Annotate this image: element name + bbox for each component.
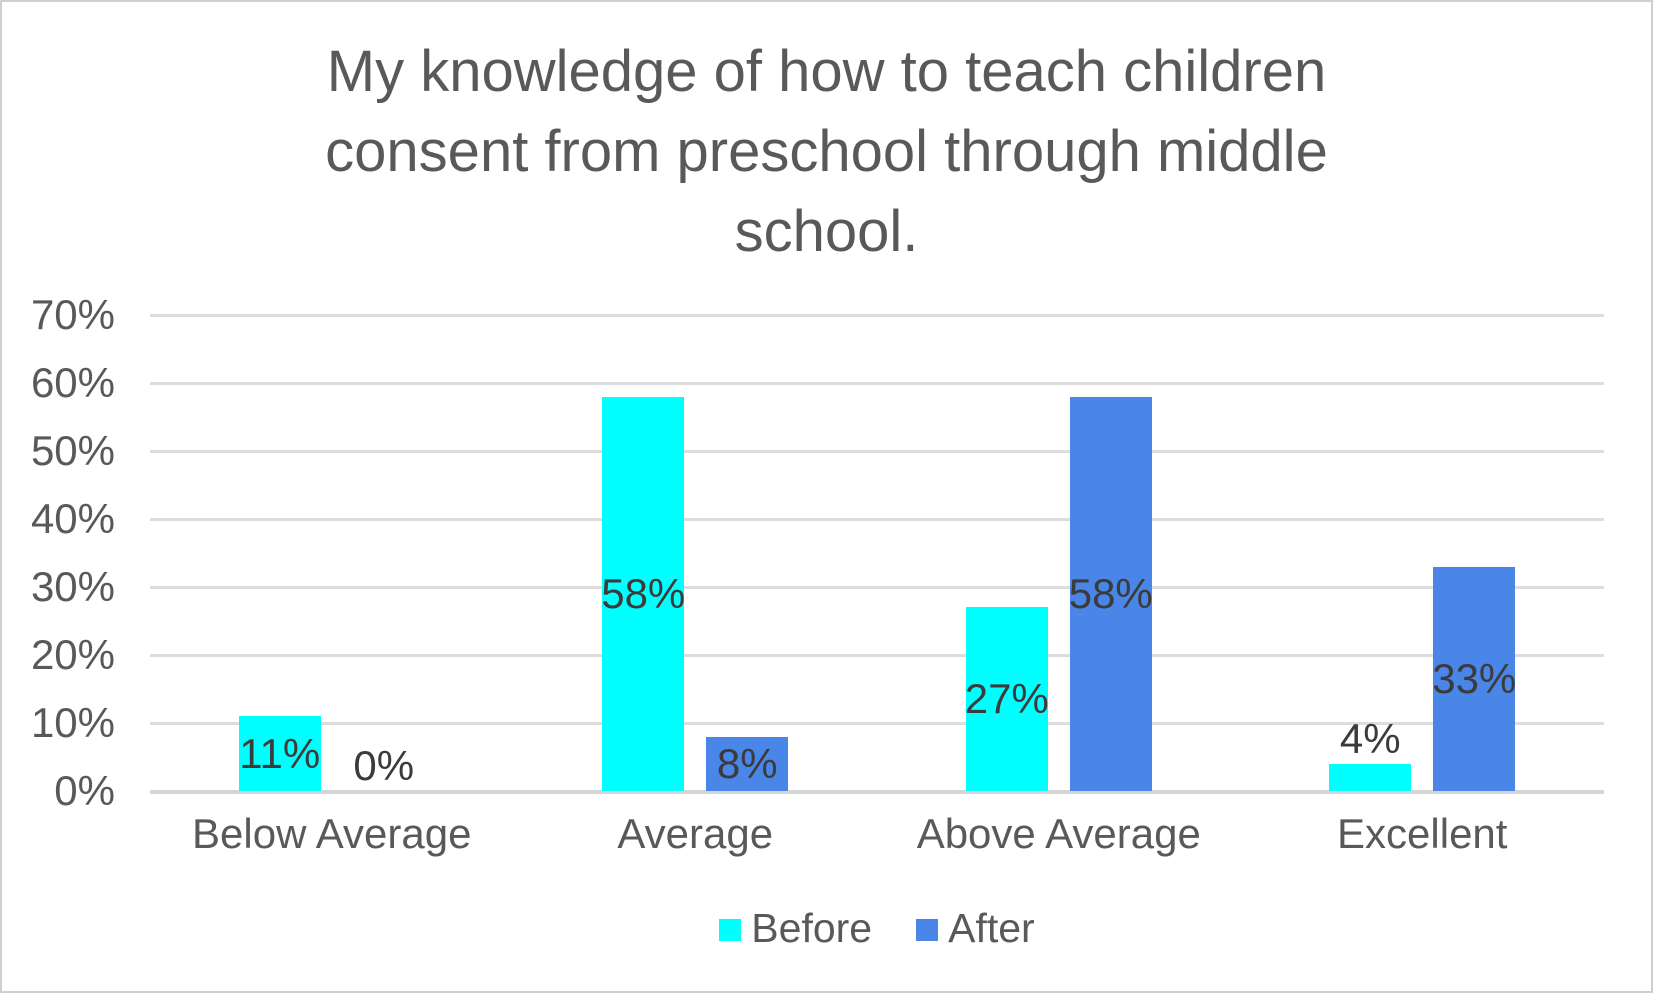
gridline	[150, 721, 1604, 725]
gridline	[150, 381, 1604, 385]
chart-title-line: consent from preschool through middle	[325, 119, 1328, 184]
y-tick-label: 0%	[54, 767, 115, 814]
gridline	[150, 585, 1604, 589]
data-label: 4%	[1339, 714, 1401, 762]
y-tick-label: 30%	[30, 563, 115, 610]
gridline	[150, 517, 1604, 521]
legend-swatch	[916, 919, 939, 941]
y-tick-label: 20%	[30, 631, 115, 678]
legend-item-after[interactable]: After	[916, 904, 1035, 952]
data-label: 11%	[239, 729, 321, 777]
chart-title-line: school.	[734, 199, 919, 264]
bar-before-excellent[interactable]: 4%	[1329, 315, 1412, 791]
gridline	[150, 653, 1604, 657]
bar-rect[interactable]	[238, 716, 321, 791]
bar-group-excellent: 4% 33%	[1241, 315, 1605, 791]
bar-rect[interactable]	[965, 607, 1048, 791]
plot-area: 11% 0% 58% 8% 27% 58% 4% 33%	[150, 313, 1605, 794]
bar-group-below-average: 11% 0%	[150, 315, 514, 791]
bar-group-above-average: 27% 58%	[877, 315, 1241, 791]
legend-swatch	[719, 919, 742, 941]
legend-label: Before	[751, 905, 873, 951]
bar-rect[interactable]	[602, 396, 685, 791]
legend: Before After	[150, 904, 1604, 952]
data-label: 0%	[353, 742, 415, 789]
bar-before-below-average[interactable]: 11%	[238, 315, 321, 791]
x-category-label-above-average: Above Average	[916, 810, 1201, 857]
bar-after-excellent[interactable]: 33%	[1432, 315, 1517, 791]
chart-title: My knowledge of how to teach children co…	[2, 32, 1651, 272]
legend-item-before[interactable]: Before	[719, 904, 872, 952]
x-axis: Below Average Average Above Average Excelle…	[150, 808, 1604, 860]
y-axis: 0% 10% 20% 30% 40% 50% 60% 70%	[2, 291, 115, 814]
x-axis-line	[150, 790, 1604, 794]
chart-title-line: My knowledge of how to teach children	[326, 39, 1327, 104]
data-label: 58%	[1068, 569, 1153, 617]
x-category-label-average: Average	[617, 810, 774, 857]
bar-group-average: 58% 8%	[514, 315, 878, 791]
y-tick-label: 70%	[30, 291, 115, 338]
bar-rect[interactable]	[1329, 763, 1412, 791]
bar-after-above-average[interactable]: 58%	[1068, 315, 1153, 791]
bar-rect[interactable]	[1069, 396, 1152, 791]
bar-before-average[interactable]: 58%	[601, 315, 686, 791]
bar-after-below-average[interactable]: 0%	[343, 315, 425, 791]
legend-label: After	[948, 905, 1035, 951]
bar-rect[interactable]	[706, 736, 789, 791]
data-label: 8%	[716, 739, 778, 787]
bar-before-above-average[interactable]: 27%	[964, 315, 1049, 791]
y-tick-label: 40%	[30, 495, 115, 542]
data-label: 27%	[964, 675, 1049, 723]
y-tick-label: 10%	[30, 699, 115, 746]
gridline	[150, 313, 1604, 317]
gridline	[150, 449, 1604, 453]
data-label: 33%	[1432, 654, 1517, 702]
data-label: 58%	[601, 569, 686, 617]
y-tick-label: 50%	[30, 427, 115, 474]
bar-rect[interactable]	[1433, 566, 1516, 791]
x-category-label-excellent: Excellent	[1337, 810, 1508, 857]
x-category-label-below-average: Below Average	[192, 810, 472, 857]
y-tick-label: 60%	[30, 359, 115, 406]
bar-after-average[interactable]: 8%	[706, 315, 789, 791]
